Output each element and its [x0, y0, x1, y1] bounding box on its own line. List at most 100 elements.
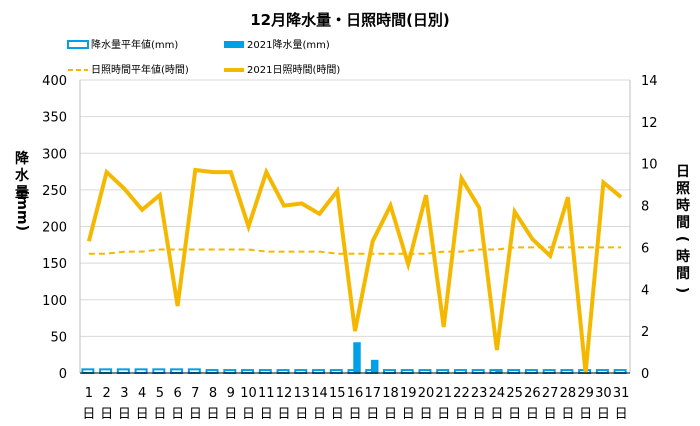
x-tick-unit: 日	[384, 407, 397, 422]
y-right-tick-label: 6	[641, 241, 649, 256]
x-tick-label: 4	[138, 386, 146, 401]
x-tick-unit: 日	[473, 407, 486, 422]
x-tick-unit: 日	[419, 407, 432, 422]
y-left-tick-label: 300	[42, 147, 67, 162]
y-left-label-char: 水	[15, 167, 30, 184]
x-tick-unit: 日	[526, 407, 539, 422]
x-tick-unit: 日	[402, 407, 415, 422]
y-right-label-char: 時	[676, 248, 690, 265]
precip-normal-bar	[116, 368, 130, 374]
chart-title: 12月降水量・日照時間(日別)	[250, 11, 450, 29]
x-tick-unit: 日	[579, 407, 592, 422]
precip-normal-bar	[187, 368, 201, 374]
y-right-label-char: 照	[676, 181, 690, 197]
x-tick-label: 19	[400, 386, 417, 401]
x-tick-unit: 日	[615, 407, 628, 422]
y-right-tick-label: 0	[641, 367, 649, 382]
legend-label-sun-normal: 日照時間平年値(時間)	[91, 63, 189, 76]
y-right-tick-label: 8	[641, 200, 649, 215]
x-tick-label: 21	[435, 386, 452, 401]
y-right-tick-label: 14	[641, 74, 658, 89]
x-tick-unit: 日	[490, 407, 503, 422]
x-tick-unit: 日	[348, 407, 361, 422]
x-tick-unit: 日	[313, 407, 326, 422]
x-tick-label: 25	[506, 386, 523, 401]
y-left-label-unit: (mm)	[14, 189, 30, 231]
x-tick-label: 26	[524, 386, 541, 401]
precip-2021-bars	[353, 342, 503, 373]
legend-label-precip-2021: 2021降水量(mm)	[247, 38, 330, 51]
x-tick-label: 14	[311, 386, 328, 401]
x-tick-label: 28	[560, 386, 577, 401]
x-tick-unit: 日	[278, 407, 291, 422]
y-left-label-char: 量	[15, 185, 29, 201]
y-left-tick-label: 0	[59, 367, 67, 382]
y-left-tick-label: 50	[50, 330, 67, 345]
y-left-tick-label: 250	[42, 184, 67, 199]
x-tick-label: 1	[85, 386, 93, 401]
y-right-tick-label: 10	[641, 158, 658, 173]
x-tick-label: 31	[613, 386, 630, 401]
y-left-tick-label: 400	[42, 74, 67, 89]
y-left-label-char: 降	[15, 150, 30, 167]
x-tick-unit: 日	[207, 407, 220, 422]
y-axis-left: 0 50 100 150 200 250 300 350 400	[42, 74, 67, 382]
y-left-tick-label: 200	[42, 221, 67, 236]
y-right-label-char: 間	[676, 266, 690, 282]
x-tick-unit: 日	[597, 407, 610, 422]
x-tick-unit: 日	[561, 407, 574, 422]
x-tick-label: 15	[329, 386, 346, 401]
legend-label-sun-2021: 2021日照時間(時間)	[247, 64, 340, 76]
x-tick-unit: 日	[171, 407, 184, 422]
legend-swatch-precip-normal	[67, 40, 89, 49]
x-tick-unit: 日	[189, 407, 202, 422]
y-left-tick-label: 350	[42, 111, 67, 126]
x-tick-label: 6	[173, 386, 181, 401]
x-tick-unit: 日	[260, 407, 273, 422]
y-axis-left-label: 降水量(mm)	[14, 150, 30, 231]
sunshine-lines	[86, 166, 623, 374]
x-tick-label: 24	[489, 386, 506, 401]
y-axis-right-label: 日照時間(時間)	[674, 164, 690, 293]
x-tick-label: 5	[156, 386, 164, 401]
x-tick-unit: 日	[100, 407, 113, 422]
x-tick-label: 13	[294, 386, 311, 401]
x-tick-label: 30	[595, 386, 612, 401]
sunshine-normal-line	[88, 246, 622, 255]
precip-normal-bar	[170, 368, 184, 374]
x-tick-unit: 日	[224, 407, 237, 422]
x-tick-label: 12	[276, 386, 293, 401]
x-tick-unit: 日	[366, 407, 379, 422]
x-tick-label: 3	[120, 386, 128, 401]
y-right-tick-label: 2	[641, 325, 649, 340]
precip-normal-bar	[99, 368, 113, 374]
precip-normal-bar	[81, 368, 95, 374]
x-tick-unit: 日	[544, 407, 557, 422]
precip-normal-bar	[134, 368, 148, 374]
x-tick-unit: 日	[242, 407, 255, 422]
y-right-label-char: )	[674, 287, 690, 293]
x-tick-unit: 日	[118, 407, 131, 422]
y-right-label-char: 間	[676, 215, 690, 231]
precip-2021-bar	[353, 342, 361, 373]
legend: 降水量平年値(mm) 2021降水量(mm) 日照時間平年値(時間) 2021日…	[67, 38, 340, 76]
x-tick-label: 22	[453, 386, 470, 401]
x-tick-label: 8	[209, 386, 217, 401]
y-left-tick-label: 150	[42, 257, 67, 272]
x-tick-unit: 日	[295, 407, 308, 422]
sunshine-2021-line	[86, 166, 623, 374]
precip-normal-bar	[152, 368, 166, 374]
x-tick-label: 10	[240, 386, 257, 401]
x-tick-unit: 日	[437, 407, 450, 422]
legend-swatch-precip-2021	[224, 41, 244, 48]
x-tick-label: 20	[418, 386, 435, 401]
x-tick-unit: 日	[331, 407, 344, 422]
x-tick-unit: 日	[508, 407, 521, 422]
x-tick-label: 23	[471, 386, 488, 401]
legend-label-precip-normal: 降水量平年値(mm)	[91, 38, 178, 51]
y-axis-right: 0 2 4 6 8 10 12 14	[641, 74, 658, 382]
y-right-tick-label: 4	[641, 283, 649, 298]
x-tick-label: 27	[542, 386, 559, 401]
x-tick-unit: 日	[455, 407, 468, 422]
